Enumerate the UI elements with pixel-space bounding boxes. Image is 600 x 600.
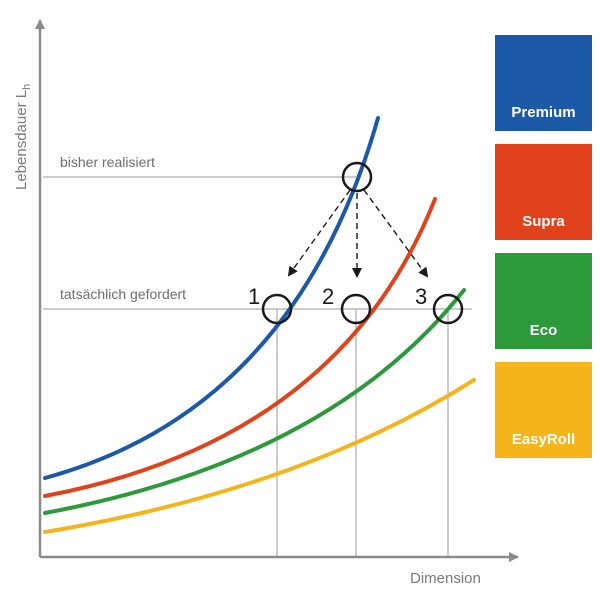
series-line-easyroll [43,378,476,534]
marker-circle-origin [341,161,373,193]
ref-label-bisher: bisher realisiert [60,154,155,170]
dashed-arrow-1 [287,189,351,277]
series-line-premium [43,116,380,480]
dashed-arrow-3 [363,189,429,278]
legend-item-supra: Supra [495,144,592,240]
marker-circle-1 [261,293,293,325]
point-label-2: 2 [322,284,334,309]
y-axis-label: Lebensdauer Lh [13,84,33,190]
point-label-3: 3 [415,284,427,309]
y-axis-label-main: Lebensdauer L [13,90,30,190]
point-label-1: 1 [248,284,260,309]
series-line-eco [43,288,466,515]
marker-circle-2 [340,293,372,325]
legend-label-eco: Eco [529,322,558,339]
legend-label-easyroll: EasyRoll [511,431,576,448]
legend-item-eco: Eco [495,253,592,349]
legend-item-premium: Premium [495,35,592,131]
x-axis-label: Dimension [410,570,481,587]
ref-label-gefordert: tatsächlich gefordert [60,286,186,302]
legend-item-easyroll: EasyRoll [495,362,592,458]
series-line-supra [43,197,437,498]
marker-circle-3 [432,293,464,325]
y-axis-label-sub: h [21,84,33,90]
legend-label-supra: Supra [522,213,565,230]
legend-label-premium: Premium [511,104,576,121]
